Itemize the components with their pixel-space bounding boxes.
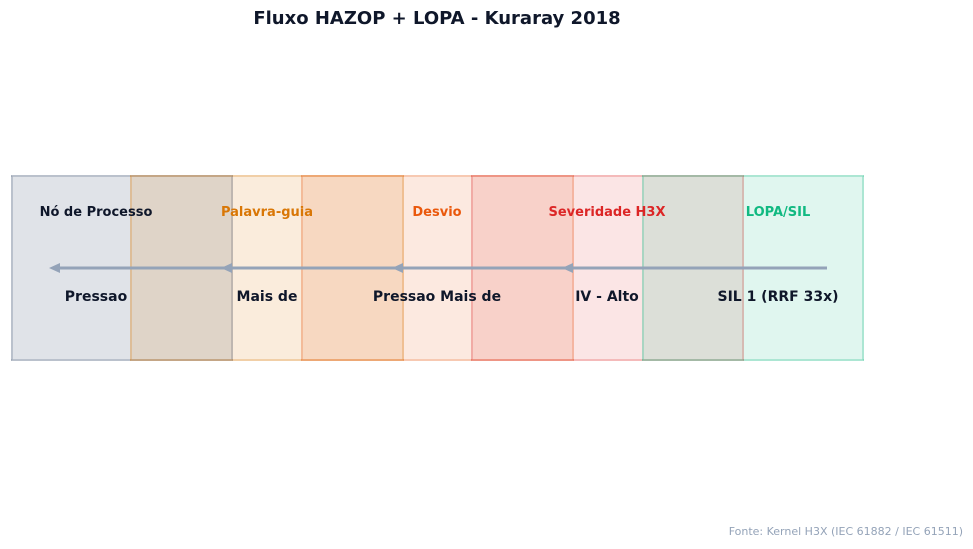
source-footer: Fonte: Kernel H3X (IEC 61882 / IEC 61511… bbox=[728, 525, 963, 538]
diagram-title: Fluxo HAZOP + LOPA - Kuraray 2018 bbox=[253, 8, 621, 29]
stage-label-4: Severidade H3X bbox=[548, 205, 666, 220]
stage-value-3: Pressao Mais de bbox=[372, 289, 502, 305]
stage-value-1: Pressao bbox=[64, 289, 128, 305]
stage-label-2: Palavra-guia bbox=[220, 205, 314, 220]
stage-label-1: Nó de Processo bbox=[39, 205, 153, 220]
stage-value-5: SIL 1 (RRF 33x) bbox=[717, 289, 839, 305]
flow-arrow-head-4 bbox=[49, 263, 60, 273]
stage-value-2: Mais de bbox=[236, 289, 298, 305]
stage-label-5: LOPA/SIL bbox=[745, 205, 811, 220]
stage-value-4: IV - Alto bbox=[575, 289, 639, 305]
stage-label-3: Desvio bbox=[412, 205, 462, 220]
